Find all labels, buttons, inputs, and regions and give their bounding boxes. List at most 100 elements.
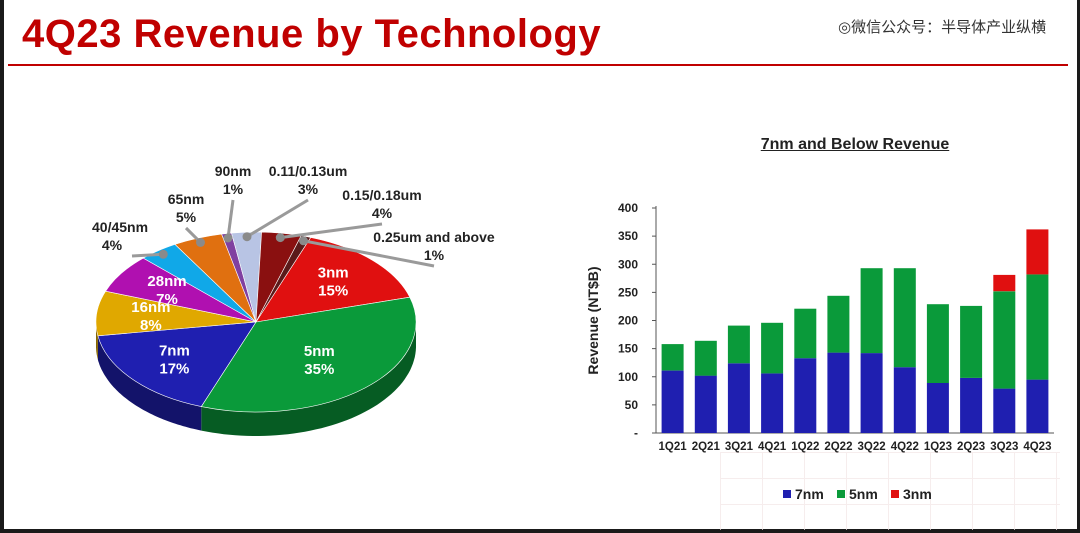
bar-7nm-2q23 [960, 377, 983, 433]
pie-pct-0-11-0-13um: 3% [298, 181, 319, 197]
pie-leader-dot-0-25um-and-above [299, 236, 308, 246]
bar-5nm-1q23 [926, 304, 949, 383]
pie-pct-90nm: 1% [223, 181, 244, 197]
x-tick-label-3q22: 3Q22 [858, 441, 886, 453]
bar-5nm-2q23 [960, 305, 983, 378]
pie-pct-0-15-0-18um: 4% [372, 205, 393, 221]
bar-5nm-4q23 [1026, 274, 1049, 380]
bar-7nm-4q21 [761, 373, 784, 433]
title-underline [8, 64, 1068, 66]
window-frame-bottom [0, 529, 1080, 533]
y-tick-label: 100 [618, 370, 638, 384]
x-tick-label-1q23: 1Q23 [924, 441, 952, 453]
pie-pct-16nm: 8% [140, 317, 162, 334]
pie-slices [95, 231, 417, 413]
bar-7nm-1q21 [661, 370, 684, 433]
bar-5nm-4q21 [761, 322, 784, 374]
bar-7nm-3q22 [860, 353, 883, 433]
pie-label-65nm: 65nm [168, 191, 205, 207]
bar-7nm-1q22 [794, 358, 817, 433]
pie-side-5nm [201, 323, 416, 436]
bar-3nm-3q23 [993, 274, 1016, 292]
pie-label-0-25um-and-above: 0.25um and above [373, 229, 495, 245]
bar-chart-title: 7nm and Below Revenue [760, 136, 950, 153]
pie-leader-dot-90nm [223, 233, 233, 243]
pie-leader-0-25um-and-above [303, 239, 435, 268]
pie-pct-40-45nm: 4% [102, 237, 123, 253]
slide-title: 4Q23 Revenue by Technology [22, 12, 602, 56]
pie-leader-dot-40-45nm [158, 249, 168, 259]
pie-pct-28nm: 7% [156, 291, 178, 308]
bar-5nm-4q22 [893, 268, 916, 368]
pie-pct-5nm: 35% [304, 361, 334, 378]
legend-label-5nm: 5nm [849, 486, 878, 502]
y-tick-label: 250 [618, 285, 638, 299]
legend-label-7nm: 7nm [795, 486, 824, 502]
x-tick-label-1q21: 1Q21 [659, 441, 688, 453]
legend-label-3nm: 3nm [903, 486, 932, 502]
pie-label-40-45nm: 40/45nm [92, 219, 148, 235]
x-tick-label-4q22: 4Q22 [891, 441, 919, 453]
bar-stacks [661, 229, 1049, 434]
pie-label-0-11-0-13um: 0.11/0.13um [269, 163, 348, 179]
x-tick-label-3q23: 3Q23 [990, 441, 1018, 453]
x-tick-label-4q23: 4Q23 [1023, 441, 1051, 453]
y-tick-label: 50 [625, 398, 639, 412]
bar-5nm-2q22 [827, 295, 850, 353]
bar-legend: 7nm 5nm 3nm [783, 486, 932, 502]
pie-leader-dot-0-11-0-13um [242, 232, 252, 242]
bar-y-axis-label: Revenue (NT$B) [585, 266, 601, 374]
x-tick-label-4q21: 4Q21 [758, 441, 787, 453]
legend-swatch-7nm [783, 490, 791, 498]
x-tick-label-3q21: 3Q21 [725, 441, 754, 453]
pie-label-7nm: 7nm [159, 343, 190, 360]
window-frame-left [0, 0, 4, 533]
bar-7nm-4q22 [893, 367, 916, 433]
y-tick-label: 350 [618, 229, 638, 243]
pie-slice-5nm [200, 296, 417, 413]
legend-swatch-5nm [837, 490, 845, 498]
pie-slice-7nm [97, 321, 257, 407]
bar-5nm-2q21 [694, 340, 717, 376]
bar-chart-title-wrap: 7nm and Below Revenue [690, 136, 1020, 154]
y-tick-label: 200 [618, 314, 638, 328]
pie-label-3nm: 3nm [318, 265, 349, 282]
bar-7nm-4q23 [1026, 379, 1049, 433]
pie-label-28nm: 28nm [147, 273, 186, 290]
pie-pct-7nm: 17% [159, 361, 189, 378]
y-tick-label: - [634, 426, 638, 440]
bar-3nm-4q23 [1026, 229, 1049, 275]
x-tick-label-1q22: 1Q22 [791, 441, 819, 453]
bar-5nm-3q23 [993, 291, 1016, 389]
pie-slice-3nm [255, 237, 411, 323]
y-tick-label: 150 [618, 342, 638, 356]
pie-leader-90nm [226, 199, 235, 239]
bar-7nm-2q22 [827, 352, 850, 433]
pie-leader-dot-65nm [196, 237, 205, 247]
decorative-grid [720, 452, 1060, 530]
pie-pct-3nm: 15% [318, 283, 348, 300]
y-tick-label: 400 [618, 201, 638, 215]
bar-5nm-1q22 [794, 308, 817, 359]
bar-7nm-3q21 [727, 363, 750, 434]
pie-leader-dot-0-15-0-18um [275, 233, 285, 243]
bar-7nm-3q23 [993, 388, 1016, 433]
pie-leader-0-15-0-18um [280, 222, 383, 240]
pie-side-7nm [97, 335, 202, 431]
x-tick-label-2q22: 2Q22 [824, 441, 852, 453]
pie-pct-0-25um-and-above: 1% [424, 247, 445, 263]
y-tick-label: 300 [618, 257, 638, 271]
pie-label-90nm: 90nm [215, 163, 252, 179]
legend-swatch-3nm [891, 490, 899, 498]
x-tick-label-2q21: 2Q21 [692, 441, 721, 453]
window-frame-right [1077, 0, 1080, 533]
bar-5nm-3q22 [860, 268, 883, 354]
pie-leader-40-45nm [131, 252, 164, 258]
pie-pct-65nm: 5% [176, 209, 197, 225]
bar-5nm-1q21 [661, 344, 684, 371]
pie-leader-0-11-0-13um [246, 198, 309, 238]
watermark-text: ◎微信公众号：半导体产业纵横 [838, 18, 1047, 36]
